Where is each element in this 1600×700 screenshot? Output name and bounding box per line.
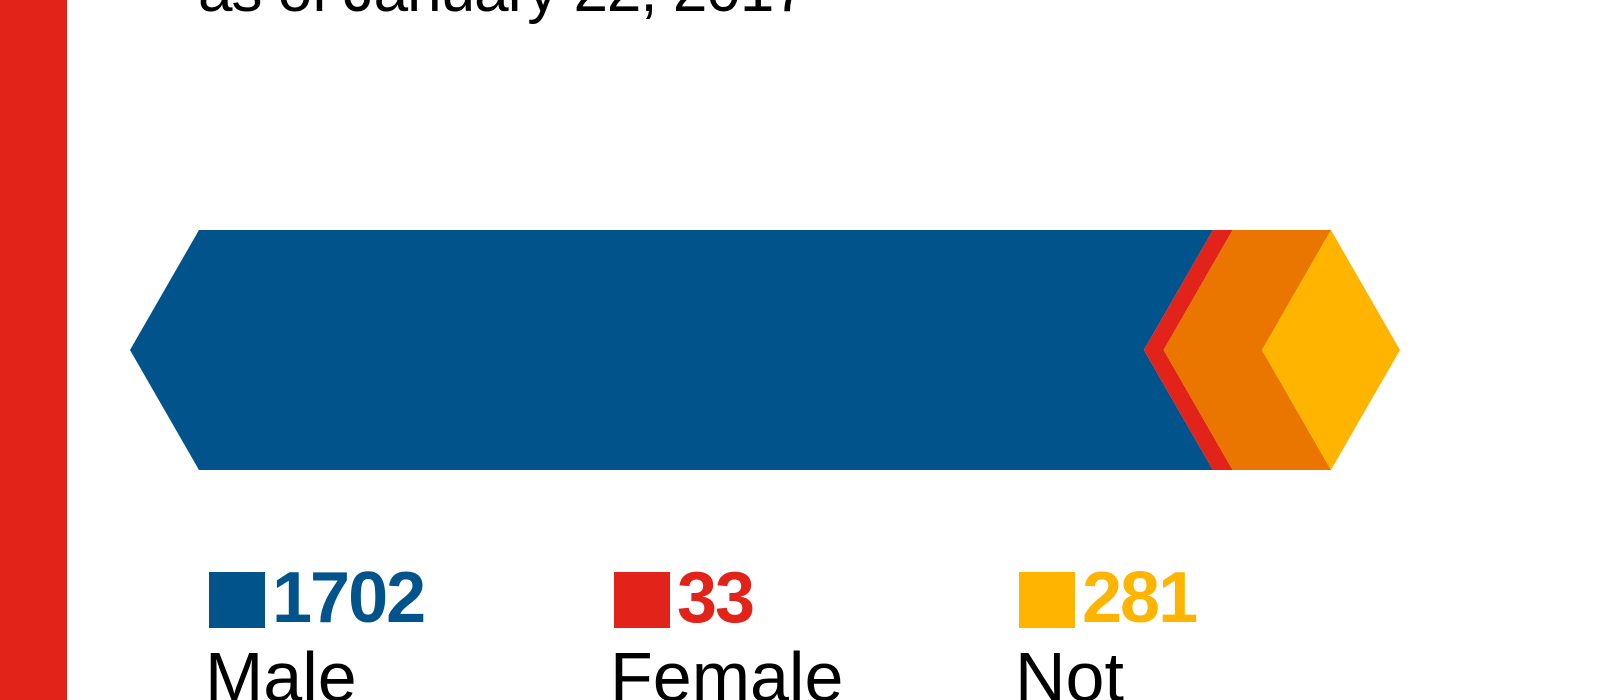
legend-value-female: 33 [677,558,755,638]
chart-subtitle: as of January 22, 2017 [198,0,808,22]
legend-label-not-stated: Not [1015,638,1124,700]
legend-value-not-stated: 281 [1082,558,1198,638]
bar-segment-not-stated-band [1163,230,1331,470]
side-accent-bar [0,0,67,700]
bar-segment-male [130,230,1213,470]
bar-segment-female [1143,230,1233,470]
legend-value-male: 1702 [272,558,426,638]
legend-swatch-not-stated [1019,572,1075,628]
legend-label-male: Male [205,638,357,700]
legend-swatch-male [209,572,265,628]
legend-label-female: Female [610,638,844,700]
legend-swatch-female [614,572,670,628]
bar-segment-not-stated [1262,230,1400,470]
